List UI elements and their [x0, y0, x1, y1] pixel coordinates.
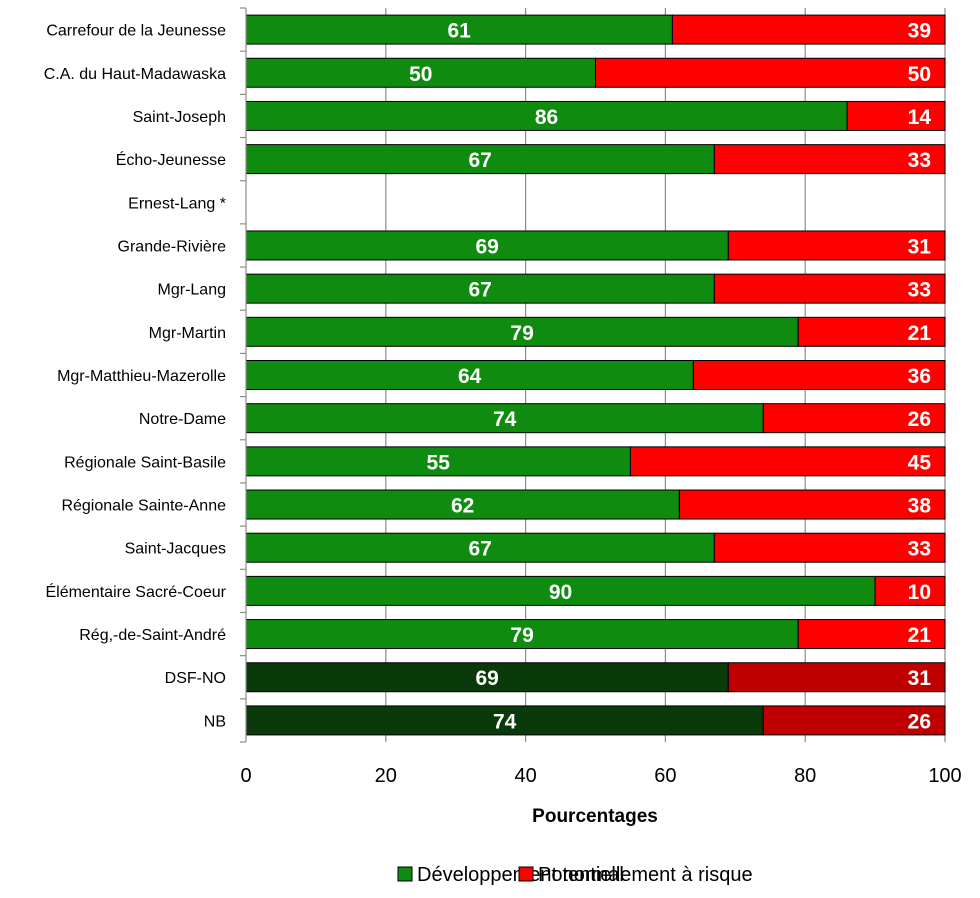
category-label: Saint-Jacques: [125, 541, 226, 558]
category-label: NB: [204, 713, 226, 730]
data-label-risque: 26: [908, 408, 931, 431]
bar-potentiellement-a-risque: [727, 230, 946, 261]
bar-potentiellement-a-risque: [762, 403, 946, 434]
bar-potentiellement-a-risque: [671, 14, 946, 45]
data-label-risque: 33: [908, 149, 931, 172]
bar-developpement-normal: [245, 144, 715, 175]
x-axis-title: Pourcentages: [532, 806, 658, 827]
data-label-risque: 14: [908, 106, 932, 129]
data-label-risque: 31: [908, 667, 932, 690]
bar-potentiellement-a-risque: [629, 446, 946, 477]
bar-developpement-normal: [245, 619, 799, 650]
legend-swatch: [518, 866, 534, 882]
data-label-risque: 39: [908, 20, 931, 43]
data-label-normal: 90: [549, 581, 572, 604]
data-label-normal: 67: [468, 149, 491, 172]
data-label-normal: 67: [468, 538, 491, 561]
data-label-normal: 55: [427, 451, 451, 474]
data-label-risque: 50: [908, 63, 931, 86]
category-label: Ernest-Lang *: [128, 195, 226, 212]
category-label: Mgr-Matthieu-Mazerolle: [57, 368, 226, 385]
bar-developpement-normal: [245, 316, 799, 347]
legend-item: Potentiellement à risque: [518, 864, 753, 886]
bar-potentiellement-a-risque: [727, 662, 946, 693]
bar-potentiellement-a-risque: [874, 575, 946, 606]
bar-potentiellement-a-risque: [678, 489, 946, 520]
category-label: Élémentaire Sacré-Coeur: [45, 582, 226, 601]
data-label-risque: 38: [908, 495, 932, 518]
data-label-normal: 62: [451, 495, 474, 518]
bar-developpement-normal: [245, 100, 848, 131]
data-label-risque: 21: [908, 322, 932, 345]
data-label-normal: 61: [448, 20, 472, 43]
bar-developpement-normal: [245, 446, 631, 477]
bar-developpement-normal: [245, 230, 729, 261]
x-tick-label: 80: [794, 765, 816, 787]
x-tick-label: 20: [375, 765, 397, 787]
x-tick-labels: 0 20 40 60 80 100: [240, 765, 961, 787]
data-label-risque: 21: [908, 624, 932, 647]
category-label: Régionale Saint-Basile: [64, 454, 226, 471]
data-label-normal: 79: [510, 624, 533, 647]
category-label: Carrefour de la Jeunesse: [46, 23, 226, 40]
bar-developpement-normal: [245, 532, 715, 563]
data-label-normal: 79: [510, 322, 533, 345]
bar-developpement-normal: [245, 489, 680, 520]
data-label-normal: 86: [535, 106, 558, 129]
data-label-risque: 10: [908, 581, 931, 604]
data-label-normal: 69: [475, 667, 498, 690]
data-label-risque: 26: [908, 710, 931, 733]
data-label-risque: 36: [908, 365, 931, 388]
category-label: Mgr-Lang: [158, 282, 226, 299]
bar-potentiellement-a-risque: [713, 532, 946, 563]
bar-potentiellement-a-risque: [713, 144, 946, 175]
data-label-risque: 33: [908, 279, 931, 302]
category-label: Régionale Sainte-Anne: [61, 498, 226, 515]
category-label: C.A. du Haut-Madawaska: [44, 66, 226, 83]
data-label-normal: 74: [493, 710, 517, 733]
category-label: Notre-Dame: [139, 411, 226, 428]
bar-developpement-normal: [245, 14, 673, 45]
x-tick-label: 0: [240, 765, 251, 787]
bar-potentiellement-a-risque: [713, 273, 946, 304]
bar-potentiellement-a-risque: [846, 100, 946, 131]
category-label: DSF-NO: [165, 670, 226, 687]
bars: [245, 14, 946, 736]
axes: [240, 7, 247, 743]
category-label: Saint-Joseph: [133, 109, 226, 126]
category-labels: Carrefour de la Jeunesse C.A. du Haut-Mad…: [44, 23, 227, 731]
bar-potentiellement-a-risque: [797, 619, 946, 650]
bar-potentiellement-a-risque: [797, 316, 946, 347]
data-label-normal: 69: [475, 235, 498, 258]
category-label: Écho-Jeunesse: [116, 150, 226, 169]
category-label: Mgr-Martin: [149, 325, 226, 342]
category-label: Grande-Rivière: [118, 238, 227, 255]
category-label: Rég,-de-Saint-André: [79, 627, 226, 644]
bar-potentiellement-a-risque: [762, 705, 946, 736]
legend-label: Potentiellement à risque: [538, 864, 753, 886]
data-label-normal: 67: [468, 279, 491, 302]
bar-potentiellement-a-risque: [595, 57, 946, 88]
data-labels: 61 39 50 50 86 14 67 33 69 31 67 33 79 21 64 36 74 26 55 45…: [409, 20, 931, 734]
data-label-normal: 64: [458, 365, 482, 388]
data-label-risque: 33: [908, 538, 931, 561]
legend-swatch: [397, 866, 413, 882]
x-tick-label: 60: [654, 765, 676, 787]
bar-developpement-normal: [245, 273, 715, 304]
data-label-risque: 31: [908, 235, 932, 258]
x-tick-label: 100: [928, 765, 961, 787]
bar-developpement-normal: [245, 705, 764, 736]
data-label-risque: 45: [908, 451, 932, 474]
data-label-normal: 50: [409, 63, 432, 86]
data-label-normal: 74: [493, 408, 517, 431]
x-tick-label: 40: [514, 765, 536, 787]
bar-potentiellement-a-risque: [692, 360, 946, 390]
